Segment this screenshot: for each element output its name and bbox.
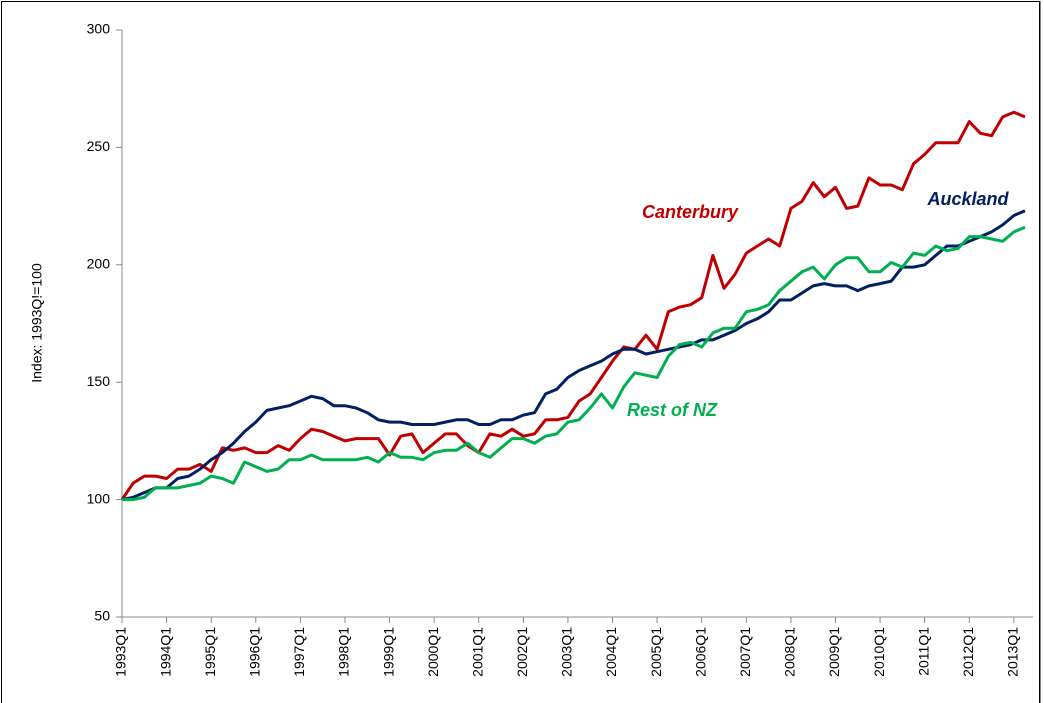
series-annotation: Auckland bbox=[926, 189, 1009, 209]
x-tick-label: 1994Q1 bbox=[157, 627, 173, 677]
x-tick-label: 1993Q1 bbox=[113, 627, 129, 677]
x-tick-label: 1996Q1 bbox=[246, 627, 262, 677]
y-tick-label: 250 bbox=[87, 138, 111, 154]
y-axis-title: Index: 1993Q!=100 bbox=[29, 263, 45, 383]
x-tick-label: 2002Q1 bbox=[514, 627, 530, 677]
x-tick-label: 2011Q1 bbox=[915, 627, 931, 676]
x-tick-label: 2000Q1 bbox=[425, 627, 441, 677]
x-tick-label: 1998Q1 bbox=[336, 627, 352, 677]
series-line bbox=[120, 110, 1026, 501]
x-tick-label: 2012Q1 bbox=[960, 627, 976, 677]
series-annotation: Rest of NZ bbox=[627, 400, 718, 420]
x-tick-label: 2013Q1 bbox=[1005, 627, 1021, 677]
x-tick-label: 1999Q1 bbox=[380, 627, 396, 677]
x-tick-label: 2005Q1 bbox=[648, 627, 664, 677]
x-tick-label: 2008Q1 bbox=[782, 627, 798, 677]
y-tick-label: 50 bbox=[94, 608, 110, 624]
x-tick-label: 2009Q1 bbox=[826, 627, 842, 677]
x-tick-label: 2003Q1 bbox=[559, 627, 575, 677]
x-tick-label: 1997Q1 bbox=[291, 627, 307, 677]
series-line bbox=[121, 209, 1026, 502]
x-tick-label: 2006Q1 bbox=[692, 627, 708, 677]
x-tick-label: 1995Q1 bbox=[202, 627, 218, 677]
y-tick-label: 150 bbox=[87, 373, 111, 389]
y-tick-label: 100 bbox=[87, 490, 111, 506]
x-tick-label: 2001Q1 bbox=[469, 627, 485, 677]
y-tick-label: 200 bbox=[87, 256, 111, 272]
x-tick-label: 2007Q1 bbox=[737, 627, 753, 677]
x-tick-label: 2010Q1 bbox=[871, 627, 887, 677]
x-tick-label: 2004Q1 bbox=[603, 627, 619, 677]
y-tick-label: 300 bbox=[87, 21, 111, 37]
series-annotation: Canterbury bbox=[642, 202, 739, 222]
series-line bbox=[122, 225, 1026, 502]
